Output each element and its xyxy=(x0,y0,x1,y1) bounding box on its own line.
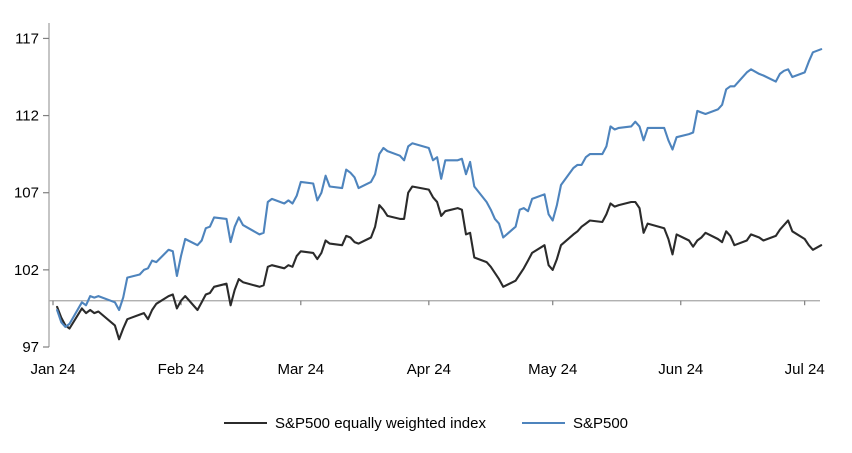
sp500-series-label: S&P500 xyxy=(572,414,629,432)
equal-weight-series-line xyxy=(56,185,823,341)
x-tick-label: Jan 24 xyxy=(30,361,75,378)
x-tick-label: Jul 24 xyxy=(785,361,825,378)
y-tick-label: 117 xyxy=(15,30,39,47)
sp500-series-swatch xyxy=(521,422,565,424)
legend-item-equal-weight: S&P500 equally weighted index xyxy=(223,414,486,432)
x-tick-label: Mar 24 xyxy=(277,361,324,378)
legend: S&P500 equally weighted index S&P500 xyxy=(0,408,852,438)
x-tick-label: Feb 24 xyxy=(158,361,205,378)
x-tick-label: May 24 xyxy=(528,361,577,378)
legend-item-sp500: S&P500 xyxy=(521,414,629,432)
y-tick-label: 107 xyxy=(14,185,39,202)
y-tick-label: 97 xyxy=(22,339,39,356)
y-tick-label: 112 xyxy=(15,108,39,125)
x-tick-label: Jun 24 xyxy=(658,361,703,378)
y-tick-label: 102 xyxy=(14,262,39,279)
x-tick-label: Apr 24 xyxy=(407,361,451,378)
sp500-series-line xyxy=(56,48,823,328)
equal-weight-series-label: S&P500 equally weighted index xyxy=(274,414,486,432)
equal-weight-series-swatch xyxy=(223,422,267,424)
